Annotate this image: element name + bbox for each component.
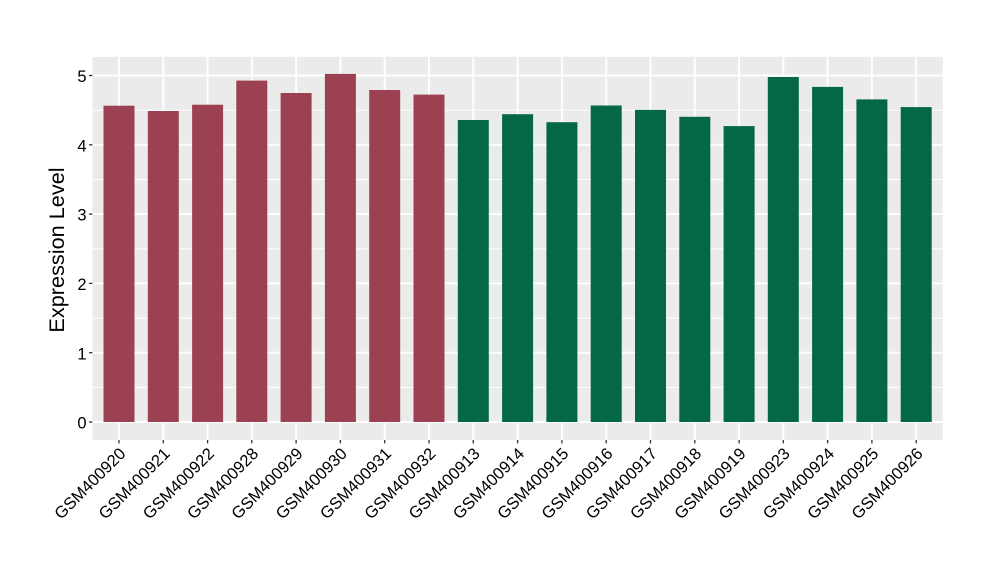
svg-text:4: 4 bbox=[77, 137, 86, 155]
svg-text:Expression Level: Expression Level bbox=[44, 167, 69, 332]
svg-text:2: 2 bbox=[77, 276, 86, 294]
svg-text:0: 0 bbox=[77, 415, 86, 433]
svg-text:1: 1 bbox=[77, 345, 86, 363]
svg-text:5: 5 bbox=[77, 68, 86, 86]
svg-text:3: 3 bbox=[77, 207, 86, 225]
